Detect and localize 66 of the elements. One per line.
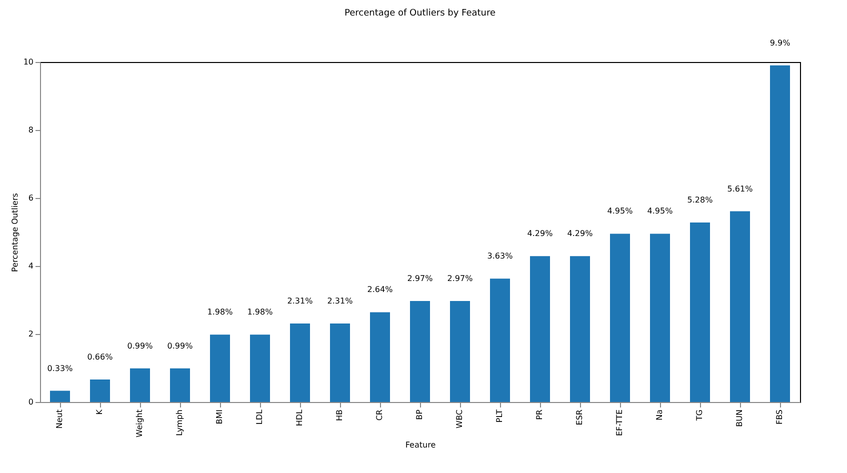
data-label: 0.99% (127, 341, 154, 350)
y-tick-label: 2 (28, 330, 34, 338)
data-label: 2.31% (327, 296, 354, 306)
x-tick-label: PLT (495, 409, 504, 423)
bar (290, 323, 310, 402)
bar (770, 65, 790, 402)
x-tick-label: FBS (775, 410, 784, 425)
data-label: 4.95% (607, 206, 634, 216)
x-tick-label: K (95, 408, 104, 415)
x-tick-label: BMI (215, 410, 224, 424)
bar (370, 312, 390, 402)
x-tick-label: PR (535, 409, 544, 420)
bar (490, 278, 510, 402)
bar (450, 301, 470, 402)
x-axis-title: Feature (405, 440, 436, 450)
bar (330, 323, 350, 402)
x-tick-label: HB (335, 410, 344, 422)
y-tick-label: 6 (28, 194, 34, 202)
bar (130, 368, 150, 402)
data-label: 3.63% (487, 252, 514, 261)
x-tick-label: Lymph (175, 410, 184, 436)
y-tick-label: 4 (28, 262, 34, 270)
bar (210, 334, 230, 402)
bar (170, 368, 190, 402)
bar (50, 390, 70, 402)
data-label: 2.31% (287, 296, 314, 306)
y-tick-label: 8 (28, 126, 34, 134)
x-tick-label: EF-TTE (615, 410, 624, 436)
x-tick-label: Na (655, 409, 664, 420)
x-tick-label: WBC (455, 409, 464, 428)
data-label: 2.64% (367, 285, 394, 294)
x-tick-label: ESR (575, 409, 584, 426)
x-tick-label: HDL (295, 408, 304, 426)
bar (730, 211, 750, 402)
y-tick-label: 10 (23, 58, 34, 66)
data-label: 0.33% (47, 364, 74, 373)
bar (650, 234, 670, 402)
x-tick-label: BP (415, 409, 424, 420)
data-label: 9.9% (770, 38, 791, 48)
data-label: 5.28% (687, 195, 714, 204)
data-label: 1.98% (207, 308, 234, 317)
data-label: 1.98% (247, 308, 274, 317)
bar (410, 301, 430, 402)
y-axis-title: Percentage Outliers (10, 193, 20, 272)
data-label: 4.29% (567, 229, 594, 238)
bar (90, 380, 110, 402)
data-label: 5.61% (727, 184, 754, 194)
y-tick-label: 0 (28, 398, 34, 406)
bar (570, 256, 590, 402)
bar (690, 222, 710, 402)
x-tick-label: BUN (735, 409, 744, 427)
data-label: 0.66% (87, 352, 114, 362)
data-label: 2.97% (447, 274, 474, 284)
bar (530, 256, 550, 402)
bar (250, 334, 270, 402)
data-label: 4.95% (647, 206, 674, 216)
data-label: 0.99% (167, 341, 194, 350)
chart-title: Percentage of Outliers by Feature (344, 8, 496, 18)
bar (610, 234, 630, 402)
x-tick-label: CR (375, 409, 384, 421)
x-tick-label: Neut (55, 410, 64, 429)
x-tick-label: TG (695, 410, 704, 422)
data-label: 4.29% (527, 229, 554, 238)
x-tick-label: Weight (135, 410, 144, 438)
x-tick-label: LDL (255, 408, 264, 425)
data-label: 2.97% (407, 274, 434, 284)
